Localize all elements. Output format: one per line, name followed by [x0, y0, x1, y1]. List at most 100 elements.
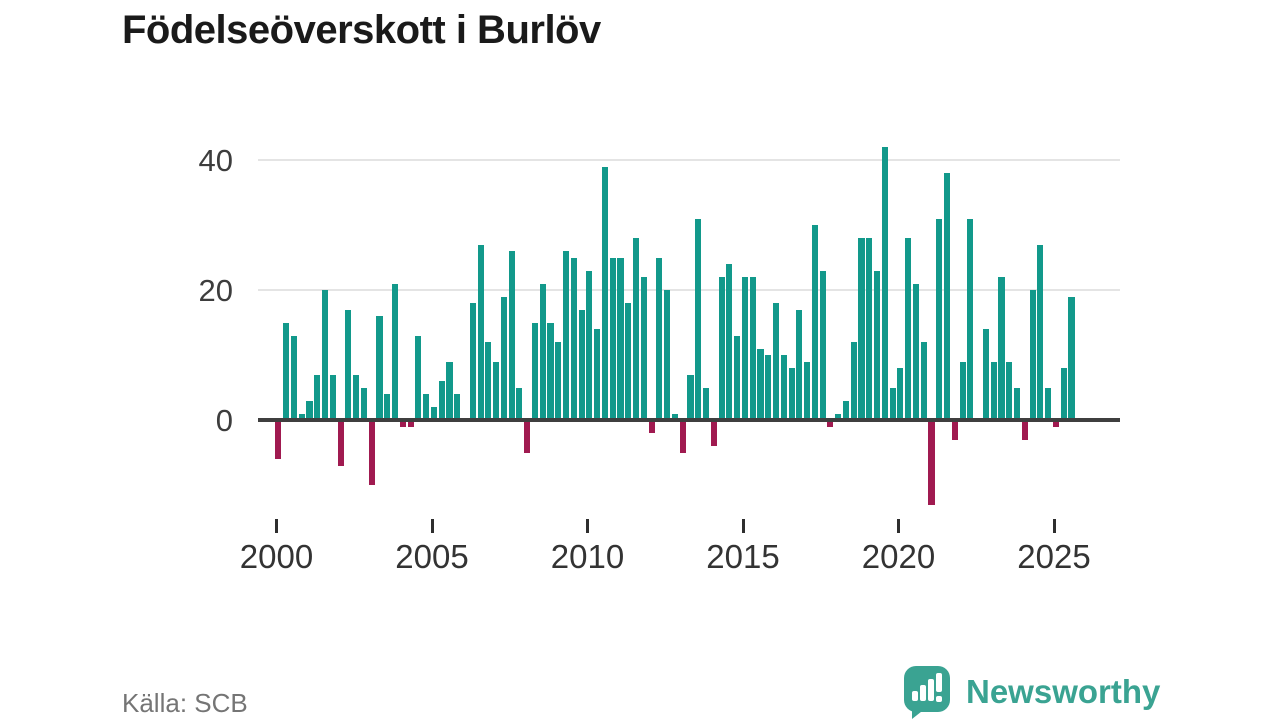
bar: [998, 277, 1005, 420]
bar: [531, 322, 539, 420]
bar: [298, 413, 305, 420]
bar: [710, 420, 717, 446]
bar: [656, 257, 663, 420]
bar: [959, 361, 966, 420]
bar: [578, 309, 585, 420]
bar: [524, 420, 531, 453]
bar: [454, 394, 461, 420]
bar: [648, 420, 655, 433]
bar: [936, 218, 943, 420]
bar: [430, 407, 437, 420]
chart-bubble-icon: [902, 664, 952, 720]
bar: [570, 257, 577, 420]
bar: [874, 270, 881, 420]
bar: [477, 244, 484, 420]
x-axis-label: 2000: [239, 538, 314, 575]
bar: [687, 374, 694, 420]
bar: [617, 257, 624, 420]
bar: [1013, 387, 1021, 420]
bar: [897, 368, 904, 420]
x-tick-mark: [741, 519, 745, 533]
bar: [500, 296, 507, 420]
bar: [741, 277, 748, 420]
gridline: [258, 159, 1120, 161]
bar: [780, 355, 787, 420]
bar: [563, 251, 570, 420]
bar: [555, 342, 562, 420]
bar: [772, 303, 780, 420]
bar: [905, 238, 912, 420]
bar: [391, 283, 399, 420]
bar: [407, 420, 414, 427]
bar: [415, 335, 422, 420]
bar: [547, 322, 554, 420]
bar: [718, 277, 725, 420]
bar: [516, 387, 523, 420]
y-axis-label: 40: [198, 143, 233, 178]
bar: [586, 270, 593, 420]
bar: [438, 381, 445, 420]
bar: [1068, 296, 1075, 420]
bar: [850, 342, 857, 420]
bar: [423, 394, 430, 420]
bar: [1052, 420, 1059, 427]
bar: [399, 420, 406, 427]
bar: [982, 329, 989, 420]
bar: [804, 361, 811, 420]
bar: [329, 374, 336, 420]
bar: [881, 147, 888, 420]
bar: [345, 309, 352, 420]
x-tick-mark: [586, 519, 589, 533]
bar: [306, 400, 313, 420]
x-axis-line: [258, 418, 1120, 422]
bar: [858, 238, 865, 420]
bar: [827, 420, 834, 427]
x-tick-mark: [430, 519, 434, 533]
bar: [835, 413, 842, 420]
bar: [726, 264, 733, 420]
y-axis-label: 20: [198, 273, 233, 308]
bar: [796, 309, 803, 420]
bar: [1045, 387, 1052, 420]
bar: [275, 420, 282, 459]
x-axis-label: 2010: [550, 538, 625, 575]
bar: [1006, 361, 1013, 420]
bar: [679, 420, 686, 453]
bar: [601, 166, 609, 420]
page-title: Födelseöverskott i Burlöv: [122, 8, 601, 52]
source-text: Källa: SCB: [122, 688, 248, 718]
bar: [866, 238, 873, 420]
bar: [967, 218, 974, 420]
bar: [788, 368, 795, 420]
bar: [337, 420, 344, 466]
bar: [671, 413, 678, 420]
bar: [469, 303, 476, 420]
bar: [695, 218, 702, 420]
bar: [594, 329, 601, 420]
bar: [322, 290, 329, 420]
bar: [493, 361, 500, 420]
x-tick-mark: [1052, 519, 1056, 533]
bar: [314, 374, 321, 420]
x-axis-label: 2020: [861, 538, 936, 575]
bar: [1037, 244, 1044, 420]
bar: [283, 322, 290, 420]
bar: [633, 238, 640, 420]
bar: [765, 355, 772, 420]
gridline: [258, 289, 1120, 291]
bar: [990, 361, 997, 420]
bar: [609, 257, 616, 420]
x-tick-mark: [897, 519, 900, 533]
bar: [290, 335, 298, 420]
logo-text: Newsworthy: [966, 673, 1161, 710]
bar: [889, 387, 896, 420]
x-axis-label: 2005: [395, 538, 469, 575]
bar: [368, 420, 375, 485]
x-tick-mark: [275, 519, 278, 533]
bar: [384, 394, 391, 420]
newsworthy-logo: Newsworthy: [902, 664, 1160, 720]
bar: [757, 348, 764, 420]
bar: [625, 303, 632, 420]
y-axis-label: 0: [215, 403, 233, 438]
bar: [376, 316, 383, 420]
